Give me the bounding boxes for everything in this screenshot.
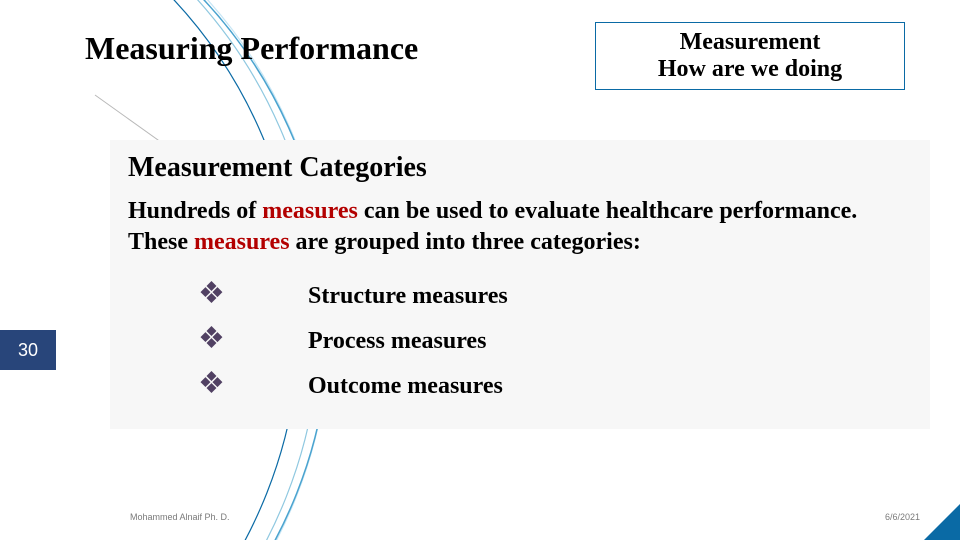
bullet-text: Outcome measures: [308, 373, 503, 400]
para-text: Hundreds of: [128, 198, 262, 224]
top-box-line2: How are we doing: [606, 56, 894, 83]
diamond-icon: ❖: [198, 276, 308, 311]
subheading: Measurement Categories: [128, 152, 912, 184]
top-box-line1: Measurement: [606, 29, 894, 56]
slide-number: 30: [0, 330, 56, 370]
corner-triangle-icon: [924, 504, 960, 540]
top-box: Measurement How are we doing: [595, 22, 905, 90]
bullet-list: ❖ Structure measures ❖ Process measures …: [198, 276, 912, 401]
diamond-icon: ❖: [198, 366, 308, 401]
bullet-text: Process measures: [308, 328, 486, 355]
footer-date: 6/6/2021: [885, 512, 920, 522]
para-text: are grouped into three categories:: [290, 229, 641, 255]
page-title: Measuring Performance: [85, 30, 418, 67]
list-item: ❖ Process measures: [198, 321, 912, 356]
list-item: ❖ Outcome measures: [198, 366, 912, 401]
footer-author: Mohammed Alnaif Ph. D.: [130, 512, 230, 522]
para-highlight: measures: [194, 229, 290, 255]
bullet-text: Structure measures: [308, 283, 508, 310]
content-area: Measurement Categories Hundreds of measu…: [110, 140, 930, 429]
diamond-icon: ❖: [198, 321, 308, 356]
body-paragraph: Hundreds of measures can be used to eval…: [128, 196, 912, 258]
para-highlight: measures: [262, 198, 358, 224]
list-item: ❖ Structure measures: [198, 276, 912, 311]
slide: Measuring Performance Measurement How ar…: [0, 0, 960, 540]
